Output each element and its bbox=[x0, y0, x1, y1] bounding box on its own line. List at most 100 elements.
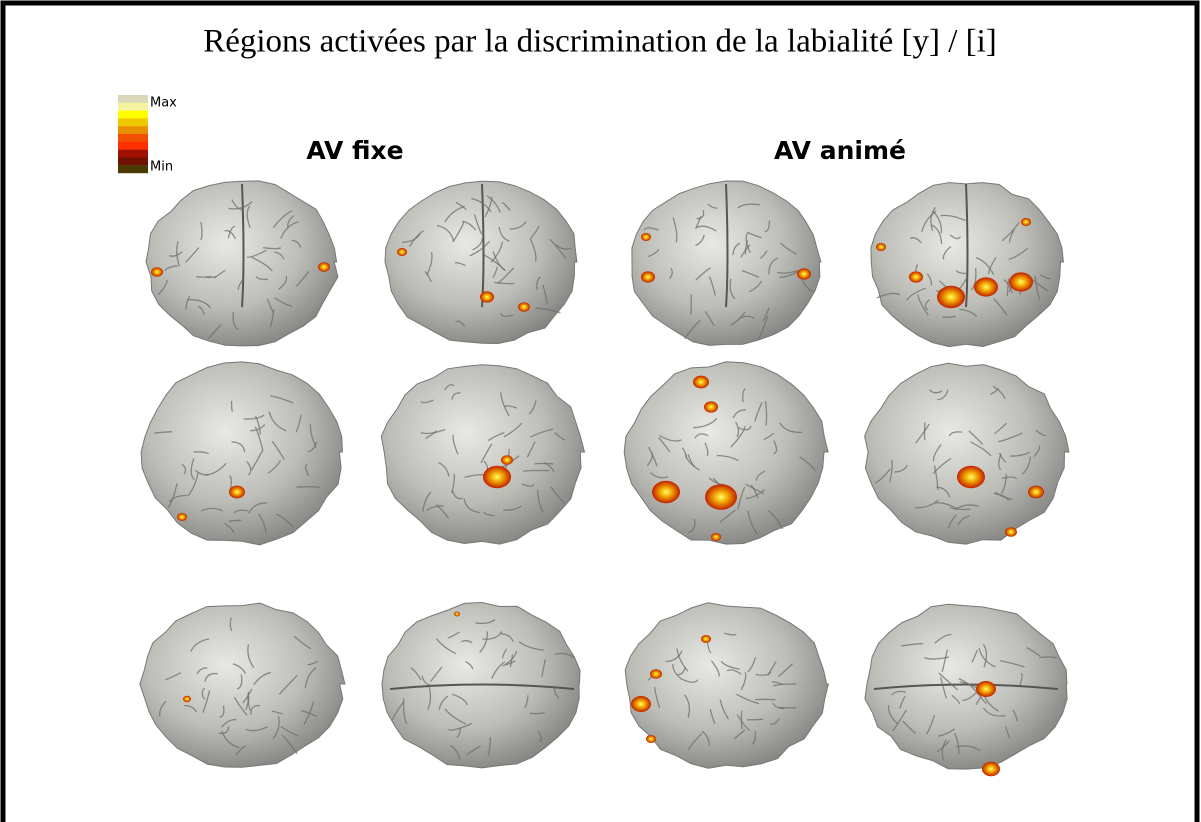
sulcus bbox=[720, 660, 740, 670]
brain-fissure bbox=[965, 183, 969, 308]
sulcus bbox=[448, 722, 473, 731]
sulcus bbox=[736, 714, 751, 731]
sulcus bbox=[518, 641, 544, 651]
sulcus bbox=[497, 267, 515, 284]
sulcus bbox=[503, 505, 522, 511]
sulcus bbox=[751, 731, 756, 745]
sulcus bbox=[524, 695, 529, 709]
sulcus bbox=[1000, 473, 1008, 494]
sulcus bbox=[1008, 247, 1029, 261]
sulcus bbox=[487, 737, 491, 757]
sulcus bbox=[231, 199, 245, 212]
sulcus bbox=[764, 401, 768, 426]
sulcus bbox=[232, 311, 239, 330]
brain-surface bbox=[140, 361, 344, 546]
sulcus bbox=[494, 281, 515, 285]
sulcus bbox=[490, 241, 504, 263]
sulcus bbox=[455, 201, 467, 211]
sulcus bbox=[521, 483, 534, 487]
sulcus bbox=[658, 437, 671, 453]
sulcus bbox=[768, 257, 779, 275]
brain-surface bbox=[624, 602, 830, 769]
sulcus bbox=[425, 430, 437, 440]
sulcus bbox=[421, 675, 434, 687]
sulcus bbox=[424, 270, 432, 283]
sulcus bbox=[275, 513, 294, 528]
sulcus bbox=[992, 385, 1006, 400]
sulcus bbox=[438, 461, 450, 477]
activation-spot bbox=[876, 243, 886, 251]
sulcus bbox=[164, 265, 178, 272]
sulcus bbox=[747, 510, 759, 535]
sulcus bbox=[483, 511, 495, 517]
sulcus bbox=[196, 275, 212, 278]
sulcus bbox=[181, 463, 187, 475]
sulcus bbox=[529, 428, 554, 438]
sulcus bbox=[452, 490, 464, 500]
sulcus bbox=[800, 277, 813, 293]
sulcus bbox=[498, 226, 510, 242]
sulcus bbox=[168, 251, 183, 257]
sulcus bbox=[909, 237, 922, 244]
sulcus bbox=[957, 515, 970, 526]
sulcus bbox=[553, 687, 560, 699]
sulcus bbox=[503, 422, 523, 438]
activation-spot bbox=[397, 248, 407, 256]
sulcus bbox=[466, 745, 481, 756]
sulcus bbox=[198, 305, 205, 315]
sulcus bbox=[250, 704, 260, 715]
sulcus bbox=[230, 400, 234, 413]
sulcus bbox=[888, 459, 893, 483]
brain-view bbox=[380, 364, 586, 545]
sulcus bbox=[200, 507, 224, 512]
sulcus bbox=[526, 441, 536, 458]
sulcus bbox=[246, 249, 267, 258]
sulcus bbox=[296, 270, 310, 287]
sulcus bbox=[270, 395, 294, 404]
sulcus bbox=[742, 388, 746, 403]
activation-spot bbox=[641, 233, 651, 241]
sulcus bbox=[420, 399, 434, 404]
sulcus bbox=[899, 695, 906, 710]
sulcus bbox=[740, 672, 747, 691]
sulcus bbox=[473, 214, 483, 235]
sulcus bbox=[246, 461, 252, 476]
sulcus bbox=[444, 708, 467, 725]
sulcus bbox=[746, 718, 764, 721]
sulcus bbox=[221, 718, 237, 728]
sulcus bbox=[236, 674, 243, 690]
activation-spot bbox=[652, 480, 680, 504]
legend-swatch bbox=[118, 141, 148, 150]
figure-title: Régions activées par la discrimination d… bbox=[203, 24, 997, 60]
sulcus bbox=[688, 732, 703, 751]
brain-fissure bbox=[873, 683, 1059, 690]
sulcus bbox=[1008, 228, 1015, 243]
sulcus bbox=[949, 234, 961, 240]
sulcus bbox=[954, 504, 980, 511]
sulcus bbox=[486, 195, 501, 213]
legend-min: Min bbox=[150, 160, 173, 175]
sulcus bbox=[188, 299, 212, 309]
sulcus bbox=[452, 693, 468, 706]
sulcus bbox=[542, 284, 548, 305]
sulcus bbox=[719, 699, 730, 720]
sulcus bbox=[500, 313, 514, 317]
sulcus bbox=[304, 667, 317, 689]
sulcus bbox=[949, 506, 971, 511]
sulcus bbox=[307, 441, 318, 452]
sulcus bbox=[304, 464, 310, 477]
sulcus bbox=[420, 428, 446, 435]
sulcus bbox=[719, 509, 736, 523]
activation-spot bbox=[797, 268, 811, 280]
sulcus bbox=[232, 663, 247, 674]
sulcus bbox=[195, 469, 209, 476]
sulcus bbox=[1035, 429, 1047, 437]
legend-max: Max bbox=[150, 96, 177, 111]
sulcus bbox=[430, 666, 443, 682]
sulcus bbox=[1003, 279, 1013, 294]
sulcus bbox=[738, 425, 752, 431]
sulcus bbox=[799, 456, 817, 472]
sulcus bbox=[1009, 451, 1031, 457]
brain-view bbox=[145, 180, 339, 347]
